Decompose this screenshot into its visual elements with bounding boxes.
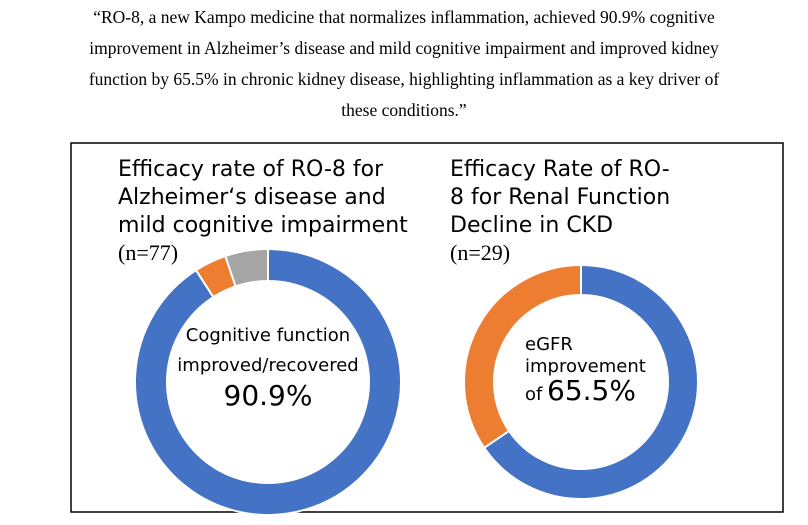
center-label: improved/recovered bbox=[177, 355, 358, 376]
chart-title: mild cognitive impairment bbox=[118, 213, 408, 238]
center-value: 90.9% bbox=[224, 379, 313, 412]
donut-segment bbox=[134, 247, 402, 516]
chart-title: 8 for Renal Function bbox=[450, 185, 670, 210]
center-label: improvement bbox=[525, 356, 646, 377]
quote-line: function by 65.5% in chronic kidney dise… bbox=[89, 69, 720, 89]
chart-subtitle: (n=29) bbox=[450, 240, 510, 265]
chart-box bbox=[70, 142, 784, 513]
quote-line: “RO-8, a new Kampo medicine that normali… bbox=[93, 7, 715, 27]
chart-title: Decline in CKD bbox=[450, 213, 613, 238]
center-label: of bbox=[525, 384, 543, 405]
quote-line: these conditions.” bbox=[341, 100, 466, 120]
donut-segment bbox=[482, 263, 699, 500]
chart-title: Efficacy rate of RO-8 for bbox=[118, 157, 384, 182]
quote-line: improvement in Alzheimer’s disease and m… bbox=[89, 38, 719, 58]
center-value: 65.5% bbox=[547, 374, 636, 407]
donut-segment bbox=[224, 247, 269, 288]
center-label: eGFR bbox=[525, 334, 573, 355]
chart-title: Alzheimer‘s disease and bbox=[118, 185, 386, 210]
chart-title: Efficacy Rate of RO- bbox=[450, 157, 670, 182]
center-label: Cognitive function bbox=[186, 325, 350, 346]
donut-segment bbox=[463, 263, 582, 450]
chart-subtitle: (n=77) bbox=[118, 240, 178, 265]
